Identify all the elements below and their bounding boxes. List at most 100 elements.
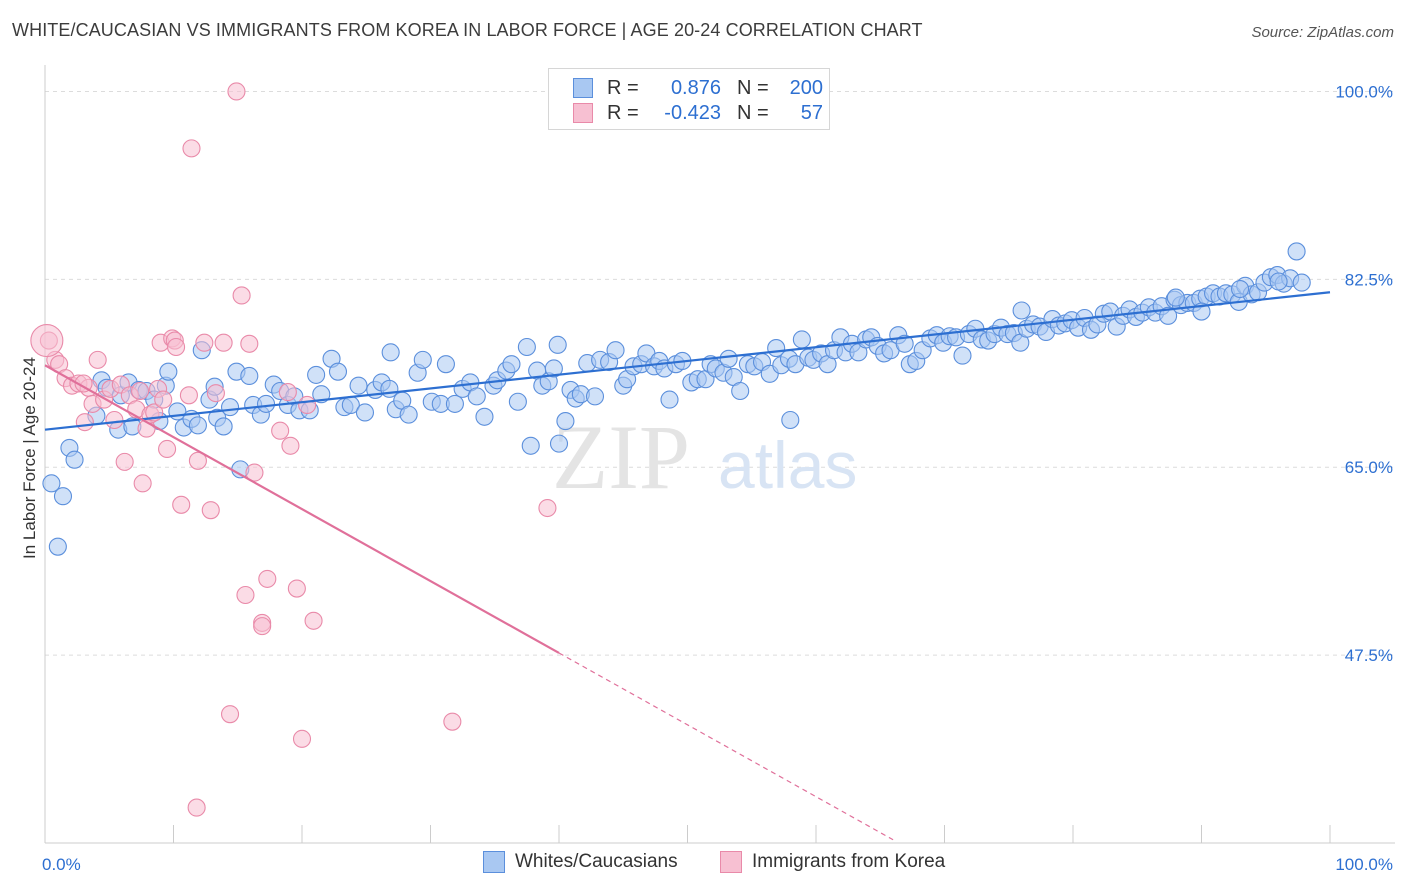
chart-title: WHITE/CAUCASIAN VS IMMIGRANTS FROM KOREA… — [12, 20, 923, 40]
point-korea — [538, 498, 557, 518]
point-korea — [220, 705, 240, 724]
point-whites — [413, 350, 432, 369]
legend-r-label: R = — [607, 101, 639, 124]
point-whites — [355, 403, 375, 422]
point-whites — [349, 376, 368, 395]
point-whites — [312, 385, 331, 404]
point-whites — [731, 381, 750, 401]
point-korea — [131, 381, 150, 401]
point-whites — [214, 417, 233, 436]
point-korea — [232, 286, 251, 305]
series-whites-points — [42, 242, 1311, 556]
trend-line-korea — [44, 364, 560, 654]
point-whites — [436, 355, 455, 374]
point-korea — [182, 139, 201, 158]
point-whites — [65, 450, 84, 469]
point-whites — [781, 410, 800, 430]
series-korea-points — [30, 82, 557, 817]
point-korea — [201, 501, 220, 520]
point-whites — [585, 387, 605, 406]
trend-line-whites — [44, 291, 1331, 431]
point-whites — [1231, 279, 1250, 299]
watermark-zip: ZIP — [552, 406, 690, 508]
x-tick-label: 100.0% — [1335, 855, 1393, 874]
y-axis-label: In Labor Force | Age 20-24 — [20, 357, 39, 559]
legend-r-value: -0.423 — [664, 101, 721, 124]
point-whites — [42, 474, 61, 493]
point-whites — [719, 349, 738, 368]
point-whites — [381, 343, 400, 362]
point-korea — [105, 410, 124, 430]
legend-n-value: 200 — [789, 76, 823, 99]
point-whites — [1287, 242, 1306, 261]
point-whites — [549, 434, 569, 453]
trend-line-korea-extension — [558, 652, 894, 841]
point-whites — [467, 387, 486, 406]
point-korea — [133, 474, 152, 493]
point-korea-large — [30, 323, 64, 358]
series-legend-whites: Whites/Caucasians — [483, 851, 678, 873]
point-korea — [304, 611, 323, 630]
x-tick-label: 0.0% — [42, 855, 81, 874]
point-whites — [240, 366, 259, 386]
point-korea — [253, 617, 272, 636]
point-korea — [271, 421, 290, 440]
point-whites — [1159, 306, 1178, 325]
point-korea — [154, 390, 173, 409]
point-whites — [220, 398, 240, 417]
point-whites — [548, 335, 567, 354]
point-korea — [443, 712, 462, 731]
legend-n-label: N = — [737, 101, 769, 124]
point-whites — [660, 390, 679, 409]
point-whites — [475, 407, 494, 426]
point-korea — [287, 579, 306, 598]
point-whites — [521, 436, 540, 455]
point-korea — [281, 436, 300, 455]
point-whites — [895, 334, 914, 353]
legend-swatch-blue — [573, 78, 593, 98]
trend-lines — [44, 291, 1331, 841]
point-korea — [298, 395, 317, 415]
legend-n-label: N = — [737, 76, 769, 99]
point-whites — [307, 365, 326, 384]
y-tick-label: 65.0% — [1345, 458, 1393, 477]
tick-labels: 47.5% 65.0% 82.5% 100.0% 0.0% 100.0% — [42, 82, 1393, 874]
series-legend-swatch-pink — [720, 851, 742, 873]
y-tick-label: 47.5% — [1345, 646, 1393, 665]
point-korea — [74, 374, 93, 393]
series-legend-label: Immigrants from Korea — [752, 851, 946, 872]
point-korea — [179, 386, 198, 405]
point-korea — [278, 383, 297, 402]
source-label: Source: ZipAtlas.com — [1251, 24, 1394, 41]
point-whites — [159, 362, 178, 381]
point-whites — [508, 392, 527, 411]
legend-row-whites: R = 0.876 N = 200 — [573, 76, 823, 100]
axes — [44, 65, 1395, 844]
point-whites — [445, 394, 464, 413]
point-whites — [792, 330, 811, 349]
point-whites — [48, 537, 67, 556]
point-whites — [1269, 272, 1288, 291]
point-korea — [88, 350, 107, 369]
point-korea — [167, 337, 186, 357]
point-whites — [606, 341, 625, 360]
point-whites — [544, 359, 563, 378]
point-korea — [195, 333, 214, 352]
point-whites — [502, 355, 521, 374]
watermark: ZIP atlas — [552, 406, 857, 508]
point-whites — [517, 337, 536, 357]
point-whites — [53, 487, 73, 506]
point-korea — [187, 798, 206, 817]
series-legend-label: Whites/Caucasians — [515, 851, 678, 872]
legend-swatch-pink — [573, 103, 593, 123]
point-korea — [206, 384, 225, 403]
watermark-atlas: atlas — [718, 428, 857, 502]
point-whites — [953, 346, 972, 365]
point-whites — [399, 405, 418, 424]
point-korea — [258, 569, 277, 588]
point-whites — [1292, 273, 1311, 292]
point-korea — [75, 413, 94, 432]
point-korea — [292, 729, 312, 748]
series-legend-korea: Immigrants from Korea — [720, 851, 945, 873]
